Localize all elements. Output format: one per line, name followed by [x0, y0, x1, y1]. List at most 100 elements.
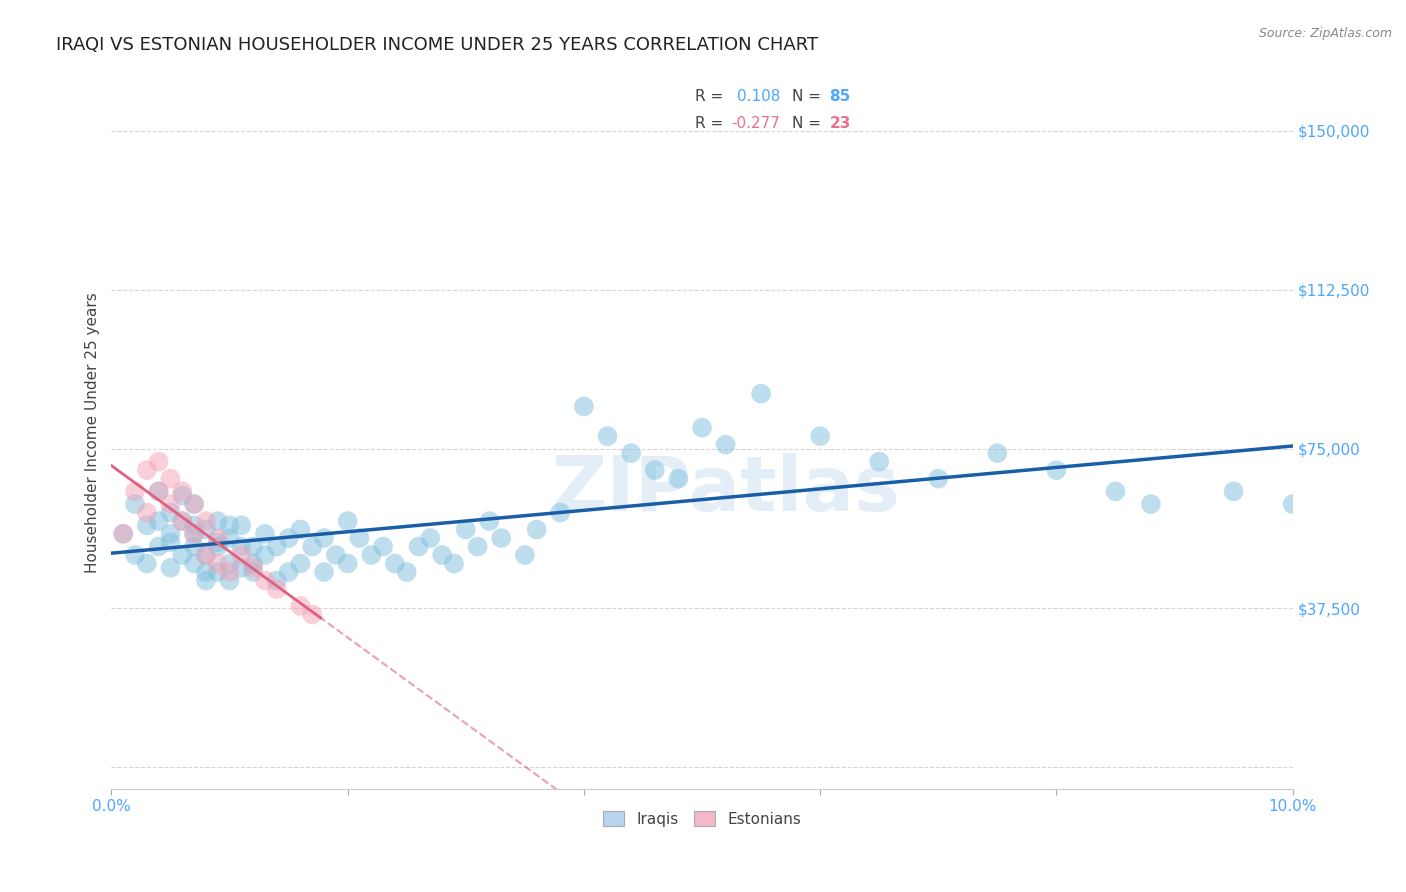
Point — [207, 565, 229, 579]
Point — [231, 561, 253, 575]
Point — [1281, 497, 1303, 511]
Text: 23: 23 — [830, 116, 851, 130]
Point — [124, 484, 146, 499]
Point — [194, 548, 217, 562]
Point — [135, 506, 157, 520]
Point — [430, 548, 453, 562]
Text: N =: N = — [792, 89, 825, 103]
Point — [526, 523, 548, 537]
Point — [172, 514, 194, 528]
Point — [266, 540, 288, 554]
Point — [112, 526, 135, 541]
Point — [183, 526, 205, 541]
Point — [207, 557, 229, 571]
Point — [336, 514, 359, 528]
Point — [242, 561, 264, 575]
Point — [194, 523, 217, 537]
Point — [572, 400, 595, 414]
Point — [159, 561, 181, 575]
Point — [218, 574, 240, 588]
Text: 85: 85 — [830, 89, 851, 103]
Point — [478, 514, 501, 528]
Point — [644, 463, 666, 477]
Point — [253, 526, 276, 541]
Point — [312, 531, 335, 545]
Point — [124, 497, 146, 511]
Point — [194, 514, 217, 528]
Point — [253, 574, 276, 588]
Point — [148, 540, 170, 554]
Point — [218, 518, 240, 533]
Point — [513, 548, 536, 562]
Point — [194, 565, 217, 579]
Point — [408, 540, 430, 554]
Point — [183, 497, 205, 511]
Point — [371, 540, 394, 554]
Point — [172, 484, 194, 499]
Point — [183, 526, 205, 541]
Point — [172, 514, 194, 528]
Point — [124, 548, 146, 562]
Point — [194, 548, 217, 562]
Point — [808, 429, 831, 443]
Legend: Iraqis, Estonians: Iraqis, Estonians — [595, 803, 808, 834]
Point — [148, 455, 170, 469]
Point — [183, 518, 205, 533]
Point — [207, 531, 229, 545]
Point — [242, 540, 264, 554]
Point — [242, 557, 264, 571]
Point — [277, 531, 299, 545]
Text: IRAQI VS ESTONIAN HOUSEHOLDER INCOME UNDER 25 YEARS CORRELATION CHART: IRAQI VS ESTONIAN HOUSEHOLDER INCOME UND… — [56, 36, 818, 54]
Point — [277, 565, 299, 579]
Y-axis label: Householder Income Under 25 years: Householder Income Under 25 years — [86, 293, 100, 574]
Point — [253, 548, 276, 562]
Point — [135, 463, 157, 477]
Point — [360, 548, 382, 562]
Text: 0.108: 0.108 — [737, 89, 780, 103]
Point — [443, 557, 465, 571]
Point — [384, 557, 406, 571]
Text: ZIPatlas: ZIPatlas — [551, 453, 900, 527]
Point — [1104, 484, 1126, 499]
Point — [749, 386, 772, 401]
Point — [596, 429, 619, 443]
Point — [419, 531, 441, 545]
Point — [690, 420, 713, 434]
Point — [135, 518, 157, 533]
Point — [231, 518, 253, 533]
Point — [986, 446, 1008, 460]
Point — [336, 557, 359, 571]
Point — [231, 540, 253, 554]
Point — [148, 484, 170, 499]
Point — [714, 437, 737, 451]
Point — [290, 523, 312, 537]
Point — [548, 506, 571, 520]
Point — [266, 582, 288, 596]
Point — [159, 497, 181, 511]
Point — [312, 565, 335, 579]
Point — [231, 548, 253, 562]
Point — [290, 557, 312, 571]
Point — [159, 472, 181, 486]
Text: R =: R = — [695, 89, 728, 103]
Point — [1045, 463, 1067, 477]
Point — [454, 523, 477, 537]
Point — [927, 472, 949, 486]
Point — [395, 565, 418, 579]
Point — [183, 497, 205, 511]
Point — [1222, 484, 1244, 499]
Point — [183, 540, 205, 554]
Point — [218, 565, 240, 579]
Point — [207, 514, 229, 528]
Text: N =: N = — [792, 116, 825, 130]
Point — [159, 526, 181, 541]
Point — [194, 574, 217, 588]
Text: -0.277: -0.277 — [731, 116, 780, 130]
Point — [620, 446, 643, 460]
Point — [668, 472, 690, 486]
Point — [159, 535, 181, 549]
Point — [183, 557, 205, 571]
Point — [242, 565, 264, 579]
Point — [1140, 497, 1163, 511]
Point — [218, 531, 240, 545]
